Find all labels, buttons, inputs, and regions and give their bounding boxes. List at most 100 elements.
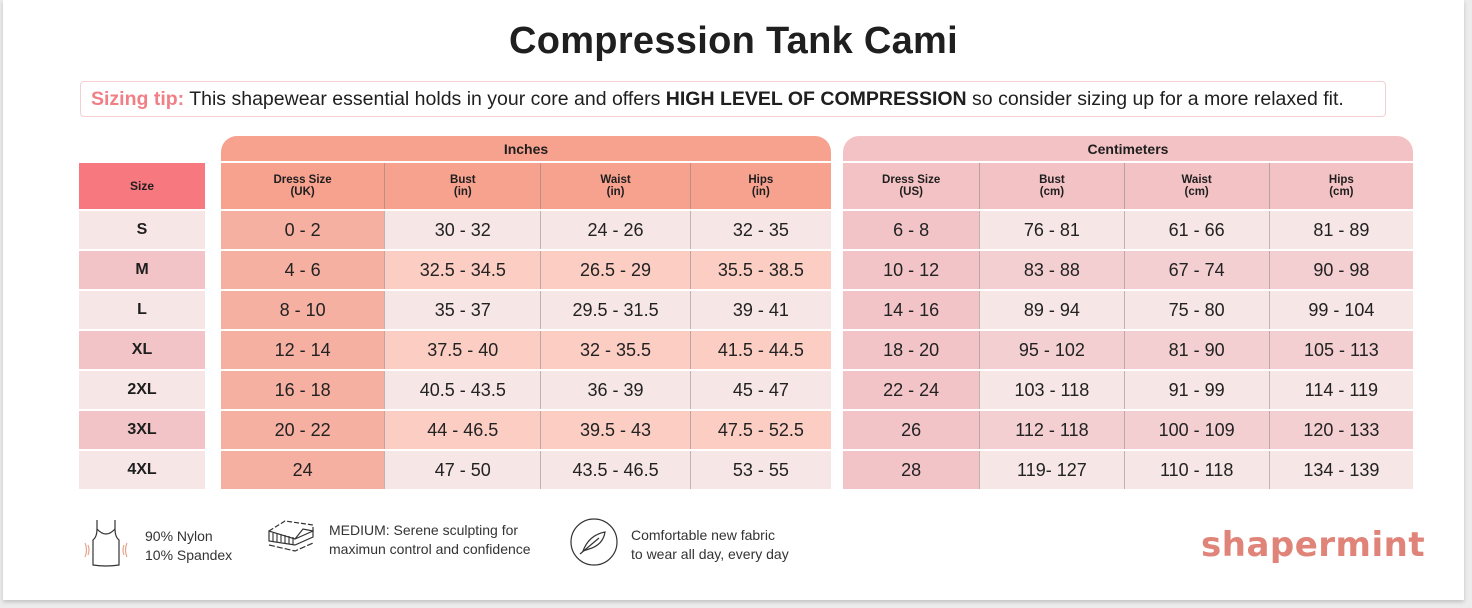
table-cell: 35.5 - 38.5 [689, 251, 831, 289]
inches-column-headers: Dress Size (UK) Bust (in) Waist (in) Hips (in) [221, 163, 831, 209]
table-cell: 83 - 88 [979, 251, 1124, 289]
table-cell: 39.5 - 43 [540, 411, 690, 449]
feature-compression-line1: MEDIUM: Serene sculpting for [329, 521, 519, 538]
column-header-title: Waist [600, 174, 631, 186]
table-cell: 43.5 - 46.5 [540, 451, 690, 489]
table-cell: 91 - 99 [1123, 371, 1269, 409]
table-cell: 26 [843, 411, 980, 449]
table-row: 26 112 - 118 100 - 109 120 - 133 [843, 411, 1413, 449]
table-cell: 119- 127 [979, 451, 1124, 489]
table-cell: 30 - 32 [384, 211, 541, 249]
table-row: 14 - 16 89 - 94 75 - 80 99 - 104 [843, 291, 1413, 329]
table-row: 20 - 22 44 - 46.5 39.5 - 43 47.5 - 52.5 [221, 411, 831, 449]
size-cell: 4XL [79, 451, 205, 489]
sizing-tip-label: Sizing tip: [91, 88, 185, 110]
table-cell: 35 - 37 [384, 291, 541, 329]
brand-logo: shapermint [1201, 525, 1426, 565]
table-cell: 105 - 113 [1268, 331, 1413, 369]
feature-fabric-line2: 10% Spandex [145, 546, 233, 563]
column-header: Dress Size (UK) [221, 163, 384, 209]
table-cell: 61 - 66 [1123, 211, 1269, 249]
table-cell: 76 - 81 [979, 211, 1124, 249]
table-cell: 81 - 89 [1268, 211, 1413, 249]
feature-fabric: 90% Nylon 10% Spandex [79, 517, 232, 574]
sizing-tip-text-end: so consider sizing up for a more relaxed… [966, 88, 1344, 110]
size-header: Size [79, 163, 205, 209]
table-row: 28 119- 127 110 - 118 134 - 139 [843, 451, 1413, 489]
table-cell: 4 - 6 [221, 251, 385, 289]
table-cell: 10 - 12 [843, 251, 980, 289]
table-cell: 22 - 24 [843, 371, 980, 409]
column-header-unit: (UK) [290, 186, 315, 198]
table-cell: 75 - 80 [1123, 291, 1269, 329]
column-header: Hips (cm) [1268, 163, 1413, 209]
table-cell: 18 - 20 [843, 331, 980, 369]
table-cell: 103 - 118 [979, 371, 1124, 409]
inches-table: Inches Dress Size (UK) Bust (in) Waist (in) Hi… [221, 136, 831, 489]
tank-top-icon [79, 517, 133, 574]
table-cell: 12 - 14 [221, 331, 385, 369]
table-cell: 45 - 47 [689, 371, 831, 409]
size-cell: 2XL [79, 371, 205, 409]
table-cell: 99 - 104 [1268, 291, 1413, 329]
table-row: 12 - 14 37.5 - 40 32 - 35.5 41.5 - 44.5 [221, 331, 831, 369]
table-cell: 37.5 - 40 [384, 331, 541, 369]
table-row: 4 - 6 32.5 - 34.5 26.5 - 29 35.5 - 38.5 [221, 251, 831, 289]
table-row: 18 - 20 95 - 102 81 - 90 105 - 113 [843, 331, 1413, 369]
table-cell: 32 - 35.5 [540, 331, 690, 369]
layers-compression-icon [265, 517, 317, 562]
table-cell: 110 - 118 [1123, 451, 1269, 489]
column-header-unit: (in) [453, 186, 472, 198]
table-cell: 41.5 - 44.5 [689, 331, 831, 369]
column-header: Bust (in) [384, 163, 540, 209]
column-header-title: Dress Size [882, 174, 941, 186]
table-cell: 36 - 39 [540, 371, 690, 409]
table-cell: 8 - 10 [221, 291, 385, 329]
column-header-unit: (cm) [1039, 186, 1065, 198]
table-cell: 32.5 - 34.5 [384, 251, 541, 289]
feature-compression-line2: maximun control and confidence [329, 540, 531, 557]
table-row: 6 - 8 76 - 81 61 - 66 81 - 89 [843, 211, 1413, 249]
table-cell: 20 - 22 [221, 411, 385, 449]
inches-group-header: Inches [221, 136, 831, 161]
table-cell: 28 [843, 451, 980, 489]
table-cell: 112 - 118 [979, 411, 1124, 449]
column-header: Waist (cm) [1123, 163, 1269, 209]
table-cell: 120 - 133 [1268, 411, 1413, 449]
column-header: Hips (in) [689, 163, 831, 209]
table-cell: 90 - 98 [1268, 251, 1413, 289]
table-cell: 95 - 102 [979, 331, 1124, 369]
table-cell: 67 - 74 [1123, 251, 1269, 289]
column-header-unit: (cm) [1184, 186, 1209, 198]
column-header-unit: (cm) [1329, 186, 1354, 198]
table-cell: 32 - 35 [689, 211, 831, 249]
feather-icon [569, 517, 619, 572]
table-row: 22 - 24 103 - 118 91 - 99 114 - 119 [843, 371, 1413, 409]
centimeters-table: Centimeters Dress Size (US) Bust (cm) Waist(… [843, 136, 1413, 489]
column-header-unit: (in) [606, 186, 625, 198]
sizing-tip-banner: Sizing tip: This shapewear essential hol… [80, 81, 1386, 117]
table-cell: 53 - 55 [689, 451, 831, 489]
sizing-tip-emphasis: HIGH LEVEL OF COMPRESSION [665, 88, 967, 110]
table-cell: 47 - 50 [384, 451, 541, 489]
table-cell: 16 - 18 [221, 371, 385, 409]
size-cell: XL [79, 331, 205, 369]
centimeters-column-headers: Dress Size (US) Bust (cm) Waist (cm) Hips (cm) [843, 163, 1413, 209]
column-header-unit: (in) [751, 186, 770, 198]
column-header-unit: (US) [899, 186, 923, 198]
feature-comfort: Comfortable new fabric to wear all day, … [569, 517, 789, 572]
column-header-title: Hips [1328, 174, 1354, 186]
column-header: Bust (cm) [979, 163, 1123, 209]
table-cell: 89 - 94 [979, 291, 1124, 329]
table-cell: 29.5 - 31.5 [540, 291, 690, 329]
feature-fabric-line1: 90% Nylon [145, 527, 213, 544]
table-cell: 81 - 90 [1123, 331, 1269, 369]
table-cell: 24 [221, 451, 385, 489]
feature-comfort-line1: Comfortable new fabric [631, 526, 775, 543]
table-row: 16 - 18 40.5 - 43.5 36 - 39 45 - 47 [221, 371, 831, 409]
table-row: 8 - 10 35 - 37 29.5 - 31.5 39 - 41 [221, 291, 831, 329]
size-cell: L [79, 291, 205, 329]
table-cell: 0 - 2 [221, 211, 385, 249]
table-cell: 134 - 139 [1268, 451, 1413, 489]
table-cell: 26.5 - 29 [540, 251, 690, 289]
